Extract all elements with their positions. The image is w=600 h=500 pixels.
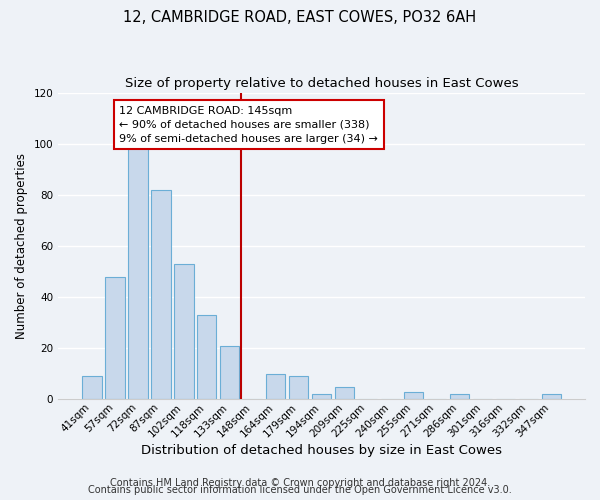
Y-axis label: Number of detached properties: Number of detached properties [15,153,28,339]
Bar [128,144,148,400]
Bar [542,394,561,400]
Bar [220,346,239,400]
Bar [404,392,423,400]
Bar [312,394,331,400]
Text: Contains HM Land Registry data © Crown copyright and database right 2024.: Contains HM Land Registry data © Crown c… [110,478,490,488]
Text: Contains public sector information licensed under the Open Government Licence v3: Contains public sector information licen… [88,485,512,495]
Text: 12 CAMBRIDGE ROAD: 145sqm
← 90% of detached houses are smaller (338)
9% of semi-: 12 CAMBRIDGE ROAD: 145sqm ← 90% of detac… [119,106,379,144]
Title: Size of property relative to detached houses in East Cowes: Size of property relative to detached ho… [125,78,518,90]
Bar [197,315,217,400]
Bar [289,376,308,400]
Bar [105,277,125,400]
Bar [151,190,170,400]
X-axis label: Distribution of detached houses by size in East Cowes: Distribution of detached houses by size … [141,444,502,458]
Bar [266,374,286,400]
Bar [82,376,101,400]
Text: 12, CAMBRIDGE ROAD, EAST COWES, PO32 6AH: 12, CAMBRIDGE ROAD, EAST COWES, PO32 6AH [124,10,476,25]
Bar [335,386,355,400]
Bar [174,264,194,400]
Bar [449,394,469,400]
